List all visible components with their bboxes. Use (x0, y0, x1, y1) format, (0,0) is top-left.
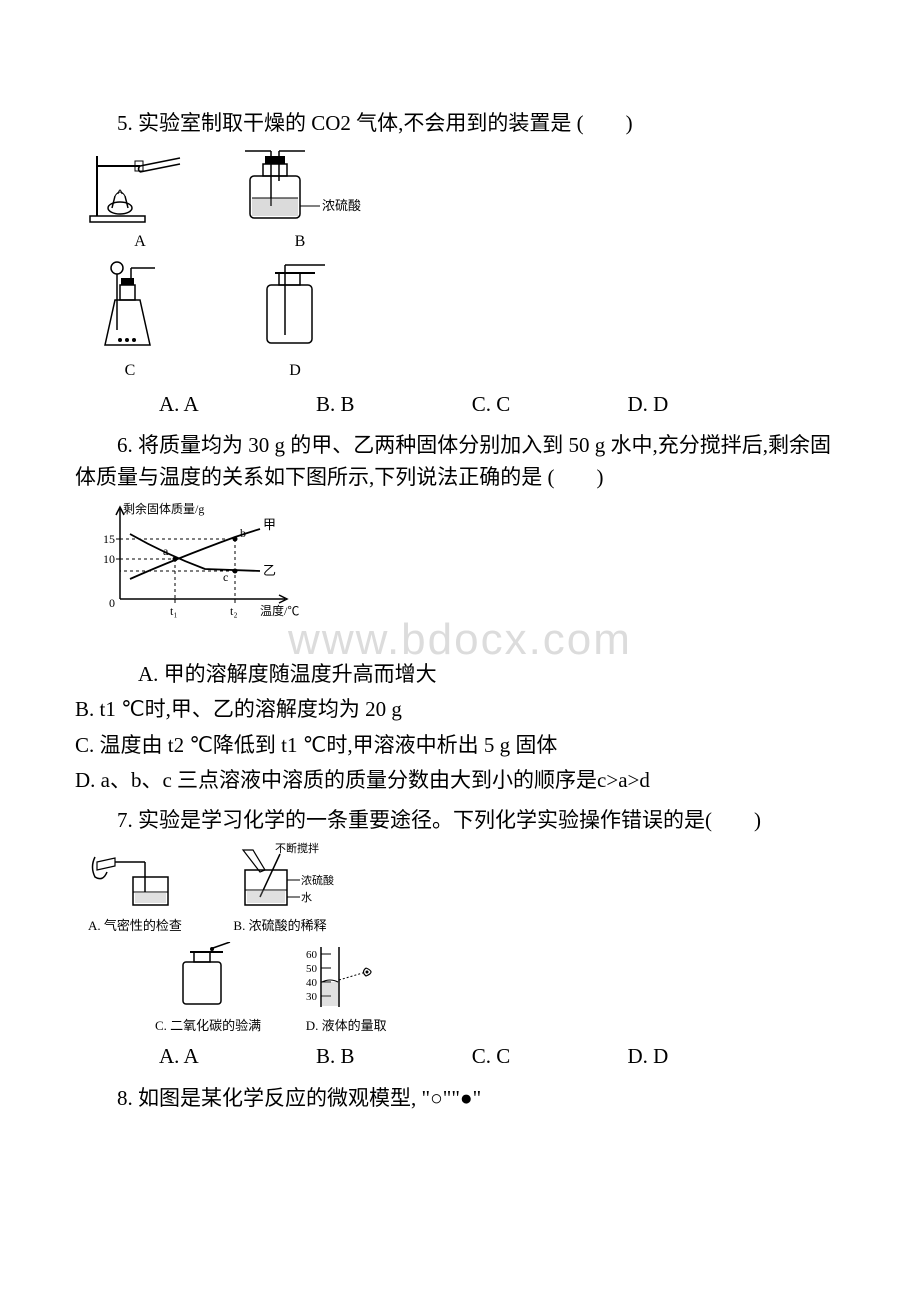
q6-prompt: 6. 将质量均为 30 g 的甲、乙两种固体分别加入到 50 g 水中,充分搅拌… (75, 430, 845, 493)
q5-apparatus-b-icon: 浓硫酸 (235, 146, 365, 226)
q5-opt-a: A. A (117, 389, 199, 421)
q5-fig-b: 浓硫酸 B (235, 146, 365, 254)
q7-apparatus-c-icon (168, 942, 248, 1012)
q8-prompt: 8. 如图是某化学反应的微观模型, "○""●" (75, 1083, 845, 1115)
svg-text:剩余固体质量/g: 剩余固体质量/g (123, 501, 204, 516)
svg-text:t₂: t₂ (230, 604, 238, 618)
q7-label-a: A. 气密性的检查 (88, 916, 182, 936)
q7-fig-b: 不断搅拌 浓硫酸 水 B. 浓硫酸的稀释 (225, 842, 335, 936)
q5-figure-row-2: C D (85, 260, 845, 383)
q5-fig-a: A (85, 146, 195, 254)
q7-options: A. A B. B C. C D. D (75, 1041, 845, 1073)
q7-apparatus-b-icon: 不断搅拌 浓硫酸 水 (225, 842, 335, 912)
q5-options: A. A B. B C. C D. D (75, 389, 845, 421)
svg-text:乙: 乙 (263, 563, 276, 578)
q7-fig-c: C. 二氧化碳的验满 (155, 942, 261, 1036)
q7-figure-row-2: C. 二氧化碳的验满 60 50 40 30 D. 液体的量取 (155, 942, 845, 1036)
q7-label-c: C. 二氧化碳的验满 (155, 1016, 261, 1036)
svg-text:b: b (240, 526, 246, 540)
svg-text:60: 60 (306, 949, 318, 961)
svg-text:40: 40 (306, 977, 318, 989)
q5-apparatus-d-icon (255, 260, 335, 355)
q5-apparatus-c-icon (85, 260, 175, 355)
svg-text:10: 10 (103, 552, 115, 566)
q7-opt-c: C. C (430, 1041, 511, 1073)
q7-apparatus-a-icon (85, 842, 185, 912)
svg-text:15: 15 (103, 532, 115, 546)
q5-label-b: B (295, 230, 306, 254)
q5-figure-row-1: A 浓硫酸 B (85, 146, 845, 254)
q7-opt-b: B. B (274, 1041, 355, 1073)
q5-opt-c: C. C (430, 389, 511, 421)
q7-fig-a: A. 气密性的检查 (85, 842, 185, 936)
q6-ans-d: D. a、b、c 三点溶液中溶质的质量分数由大到小的顺序是c>a>d (75, 765, 845, 797)
q6-ans-a: A. 甲的溶解度随温度升高而增大 (75, 659, 845, 691)
q5-fig-d: D (255, 260, 335, 383)
q5-prompt: 5. 实验室制取干燥的 CO2 气体,不会用到的装置是 ( ) (75, 108, 845, 140)
svg-text:50: 50 (306, 963, 318, 975)
svg-text:c: c (223, 570, 228, 584)
q5-opt-d: D. D (585, 389, 668, 421)
svg-text:30: 30 (306, 991, 318, 1003)
q5-label-a: A (134, 230, 146, 254)
q7-fig-d: 60 50 40 30 D. 液体的量取 (301, 942, 391, 1036)
q5-label-c: C (125, 359, 136, 383)
q6-chart-wrap: 15 10 0 剩余固体质量/g t₁ t₂ 温度/℃ a b c 甲 乙 (85, 499, 845, 629)
q7-label-d: D. 液体的量取 (306, 1016, 387, 1036)
q7-apparatus-d-icon: 60 50 40 30 (301, 942, 391, 1012)
svg-text:水: 水 (301, 891, 312, 904)
q7-opt-d: D. D (585, 1041, 668, 1073)
q6-ans-c: C. 温度由 t2 ℃降低到 t1 ℃时,甲溶液中析出 5 g 固体 (75, 730, 845, 762)
q7-prompt: 7. 实验是学习化学的一条重要途径。下列化学实验操作错误的是( ) (75, 805, 845, 837)
q6-ans-b: B. t1 ℃时,甲、乙的溶解度均为 20 g (75, 694, 845, 726)
q7-label-b: B. 浓硫酸的稀释 (233, 916, 326, 936)
svg-text:甲: 甲 (263, 517, 276, 532)
svg-text:浓硫酸: 浓硫酸 (301, 873, 334, 887)
svg-text:温度/℃: 温度/℃ (260, 603, 299, 618)
svg-text:t₁: t₁ (170, 604, 178, 618)
q6-chart-icon: 15 10 0 剩余固体质量/g t₁ t₂ 温度/℃ a b c 甲 乙 (85, 499, 305, 619)
q5-opt-b: B. B (274, 389, 355, 421)
q7-opt-a: A. A (117, 1041, 199, 1073)
svg-text:0: 0 (109, 596, 115, 610)
q5-fig-c: C (85, 260, 175, 383)
svg-text:不断搅拌: 不断搅拌 (275, 842, 319, 855)
q5-apparatus-a-icon (85, 146, 195, 226)
q5-b-annotation: 浓硫酸 (322, 198, 361, 213)
svg-text:a: a (163, 544, 169, 558)
q7-figure-row-1: A. 气密性的检查 不断搅拌 浓硫酸 水 B. 浓硫酸的稀释 (85, 842, 845, 936)
q5-label-d: D (289, 359, 301, 383)
